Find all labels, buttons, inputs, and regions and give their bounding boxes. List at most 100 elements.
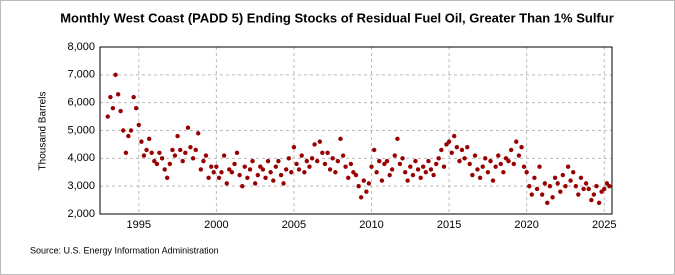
data-point [286,156,292,161]
data-point [294,161,299,167]
data-point [281,181,286,186]
data-point [307,164,312,169]
data-point [340,153,346,158]
data-point [571,170,576,175]
data-point [457,158,462,164]
data-point [560,172,566,178]
data-point [327,167,333,172]
x-tick-label: 2005 [282,219,306,231]
data-point [402,170,408,175]
data-point [408,164,413,169]
data-point [366,181,372,186]
data-point [576,192,581,197]
data-point [183,150,188,155]
data-point [410,172,416,178]
data-point [444,142,449,147]
data-point [351,170,356,175]
data-point [369,164,374,169]
data-point [273,164,278,169]
data-point [115,92,121,97]
data-point [596,200,602,206]
data-point [599,189,604,194]
data-point [198,167,204,172]
data-point [514,139,519,144]
data-point [133,106,139,111]
data-point [470,172,475,178]
data-point [377,158,382,164]
data-point [234,150,240,155]
data-point [578,175,584,181]
data-point [501,170,506,175]
data-point [299,153,304,158]
data-point [420,164,426,169]
data-point [392,153,397,158]
data-point [516,153,522,158]
y-axis-label: Thousand Barrels [38,92,49,171]
data-point [118,108,123,114]
data-point [126,133,131,139]
y-tick-label: 6,000 [67,97,95,109]
data-point [364,189,369,194]
x-tick-label: 2015 [437,219,461,231]
y-tick-label: 5,000 [67,124,95,136]
data-point [589,197,594,203]
x-tick-label: 2025 [592,219,616,231]
data-point [521,164,527,169]
data-point [309,156,315,161]
data-point [483,156,488,161]
data-point [446,139,452,144]
plot-area [99,46,613,215]
data-point [291,145,297,150]
data-point [296,167,302,172]
data-point [214,164,219,169]
data-point [268,170,273,175]
data-point [333,170,338,175]
data-point [178,147,183,153]
data-point [475,167,480,172]
data-point [581,186,586,192]
data-point [157,150,162,155]
data-point [105,114,110,119]
data-point [537,164,542,169]
data-point [539,192,545,197]
y-tick-label: 4,000 [67,152,95,164]
data-point [348,161,354,167]
data-point [209,164,214,169]
data-point [237,172,242,178]
data-point [550,195,555,200]
data-point [343,164,348,169]
data-point [449,150,454,155]
data-point [594,183,599,189]
data-point [371,147,377,153]
data-point [498,161,503,167]
data-point [227,167,232,172]
data-point [413,158,418,164]
data-point [108,94,113,100]
y-tick-label: 7,000 [67,69,95,81]
data-point [121,128,126,133]
data-point [196,131,201,136]
data-point [384,158,390,164]
data-point [190,156,196,161]
data-point [317,139,323,144]
data-point [164,175,170,181]
data-point [374,170,379,175]
source-note: Source: U.S. Energy Information Administ… [30,245,219,255]
data-point [338,136,343,142]
data-point [322,161,328,167]
data-point [532,175,537,181]
data-point [123,150,129,155]
data-point [552,175,558,181]
data-point [167,161,173,167]
data-point [382,161,387,167]
data-point [477,175,483,181]
data-point [405,178,410,183]
data-point [289,170,294,175]
data-point [252,181,258,186]
data-point [441,164,447,169]
data-point [152,158,157,164]
data-point [485,170,491,175]
data-point [128,128,134,133]
data-point [418,175,423,181]
data-point [452,133,457,139]
